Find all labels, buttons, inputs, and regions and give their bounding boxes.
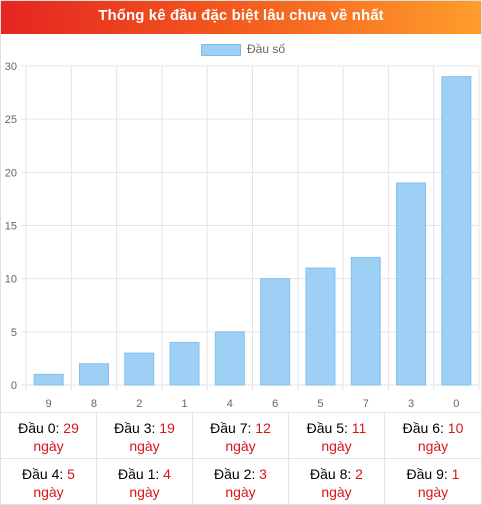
stat-label: Đầu 8:	[310, 466, 352, 482]
stat-unit: ngày	[129, 484, 160, 500]
stat-value: 2	[355, 466, 363, 482]
x-tick-label: 4	[227, 398, 233, 409]
x-tick-label: 0	[453, 398, 459, 409]
stat-label: Đầu 3:	[114, 420, 156, 436]
bar-9	[33, 373, 64, 386]
stat-value: 1	[451, 466, 460, 482]
stat-cell: Đầu 7: 12 ngày	[193, 413, 289, 459]
bar-0	[441, 76, 472, 386]
stat-cell: Đầu 8: 2 ngày	[289, 459, 385, 504]
stat-value: 12	[255, 420, 271, 436]
stat-label: Đầu 4:	[22, 466, 64, 482]
stat-label: Đầu 9:	[406, 466, 448, 482]
y-tick-label: 30	[5, 61, 17, 73]
stat-cell: Đầu 1: 4 ngày	[97, 459, 193, 504]
x-tick-label: 1	[181, 398, 187, 409]
stat-value: 3	[259, 466, 267, 482]
stat-unit: ngày	[225, 484, 256, 500]
stat-cell: Đầu 9: 1 ngày	[385, 459, 481, 504]
legend-swatch[interactable]	[201, 44, 241, 56]
y-tick-label: 20	[5, 167, 17, 179]
stat-unit: ngày	[129, 438, 160, 454]
y-tick-label: 25	[5, 114, 17, 126]
bar-6	[260, 278, 291, 386]
bar-7	[350, 256, 381, 386]
stats-table: Đầu 0: 29 ngày Đầu 3: 19 ngày Đầu 7: 12 ngày Đ…	[1, 412, 481, 504]
x-tick-label: 8	[91, 398, 97, 409]
x-tick-label: 3	[408, 398, 414, 409]
x-tick-label: 6	[272, 398, 278, 409]
stat-cell: Đầu 4: 5 ngày	[1, 459, 97, 504]
stat-unit: ngày	[417, 484, 449, 500]
stat-unit: ngày	[321, 484, 352, 500]
y-tick-label: 0	[11, 380, 17, 392]
stat-unit: ngày	[225, 438, 256, 454]
bar-2	[124, 352, 155, 386]
x-tick-label: 7	[363, 398, 369, 409]
stat-cell: Đầu 5: 11 ngày	[289, 413, 385, 459]
stat-label: Đầu 6:	[402, 420, 444, 436]
stat-value: 5	[67, 466, 75, 482]
stat-label: Đầu 5:	[306, 420, 348, 436]
stat-unit: ngày	[33, 484, 64, 500]
stat-label: Đầu 1:	[118, 466, 160, 482]
stat-cell: Đầu 6: 10 ngày	[385, 413, 481, 459]
panel-title: Thống kê đầu đặc biệt lâu chưa về nhất	[1, 1, 481, 34]
bar-4	[214, 331, 245, 386]
stat-cell: Đầu 2: 3 ngày	[193, 459, 289, 504]
stat-cell: Đầu 3: 19 ngày	[97, 413, 193, 459]
y-tick-label: 5	[11, 327, 17, 339]
legend-label[interactable]: Đầu số	[247, 42, 286, 56]
stat-label: Đầu 7:	[210, 420, 252, 436]
stat-label: Đầu 0:	[18, 420, 60, 436]
bar-5	[305, 267, 336, 386]
stat-unit: ngày	[417, 438, 449, 454]
y-tick-label: 15	[5, 221, 17, 233]
stat-unit: ngày	[321, 438, 352, 454]
stat-value: 29	[63, 420, 79, 436]
stat-cell: Đầu 0: 29 ngày	[1, 413, 97, 459]
bar-chart: Đầu số 0 5 10 15 20 25 30 9 8 2 1 4 6 5 7 3 0	[1, 34, 481, 409]
bar-1	[169, 341, 200, 386]
x-tick-label: 9	[46, 398, 52, 409]
stat-value: 11	[351, 420, 367, 436]
stat-value: 19	[159, 420, 175, 436]
x-tick-label: 2	[136, 398, 142, 409]
y-tick-label: 10	[5, 274, 17, 286]
stat-value: 4	[163, 466, 171, 482]
stat-label: Đầu 2:	[214, 466, 256, 482]
x-tick-label: 5	[317, 398, 323, 409]
stat-value: 10	[447, 420, 464, 436]
bar-8	[78, 363, 109, 386]
bar-3	[396, 182, 427, 386]
stat-unit: ngày	[33, 438, 64, 454]
